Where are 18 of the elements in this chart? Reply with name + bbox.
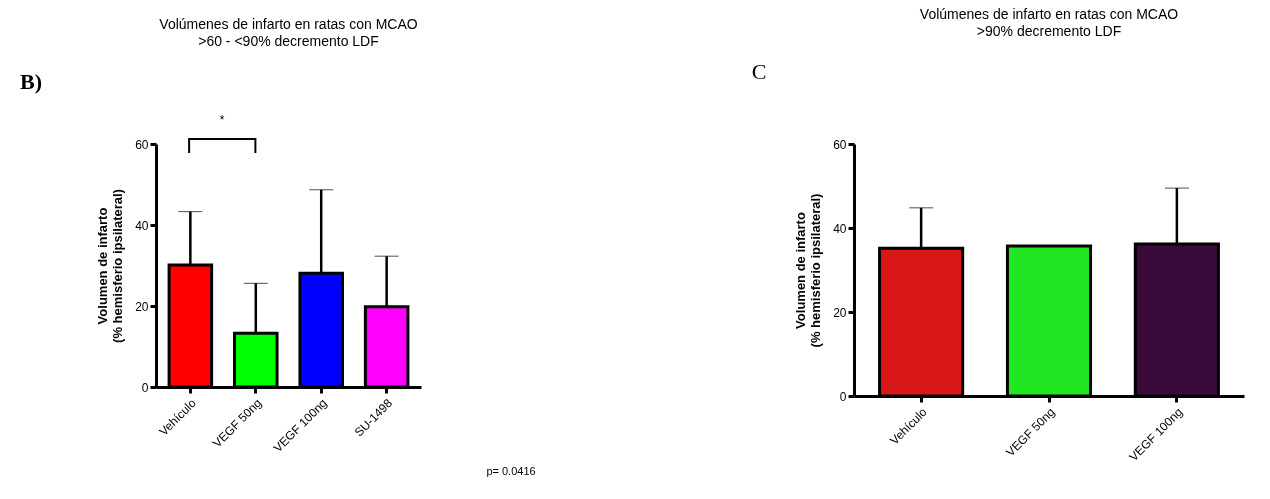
chart-title: Volúmenes de infarto en ratas con MCAO bbox=[919, 6, 1179, 22]
y-tick-label: 40 bbox=[833, 221, 847, 236]
y-axis-title: Volumen de infarto (% hemisferio ipsilateral) bbox=[95, 189, 126, 343]
chart-subtitle: >60 - <90% decremento LDF bbox=[198, 33, 379, 49]
y-tick-label: 60 bbox=[135, 137, 149, 152]
text: B) bbox=[20, 69, 42, 94]
chart-subtitle: >90% decremento LDF bbox=[976, 23, 1122, 39]
y-tick-label: 40 bbox=[135, 218, 149, 233]
y-axis-title: Volumen de infarto (% hemisferio ipsilateral) bbox=[793, 193, 824, 348]
y-tick-label: 0 bbox=[839, 389, 847, 404]
chart-title: Volúmenes de infarto en ratas con MCAO bbox=[159, 16, 418, 32]
y-tick-label: 20 bbox=[135, 299, 149, 314]
y-tick-label: 0 bbox=[141, 380, 149, 395]
text: p= 0.0416 bbox=[486, 465, 536, 477]
y-tick-label: 20 bbox=[833, 305, 847, 320]
text: C bbox=[751, 59, 767, 84]
text: * bbox=[219, 113, 225, 127]
y-tick-label: 60 bbox=[833, 137, 847, 152]
